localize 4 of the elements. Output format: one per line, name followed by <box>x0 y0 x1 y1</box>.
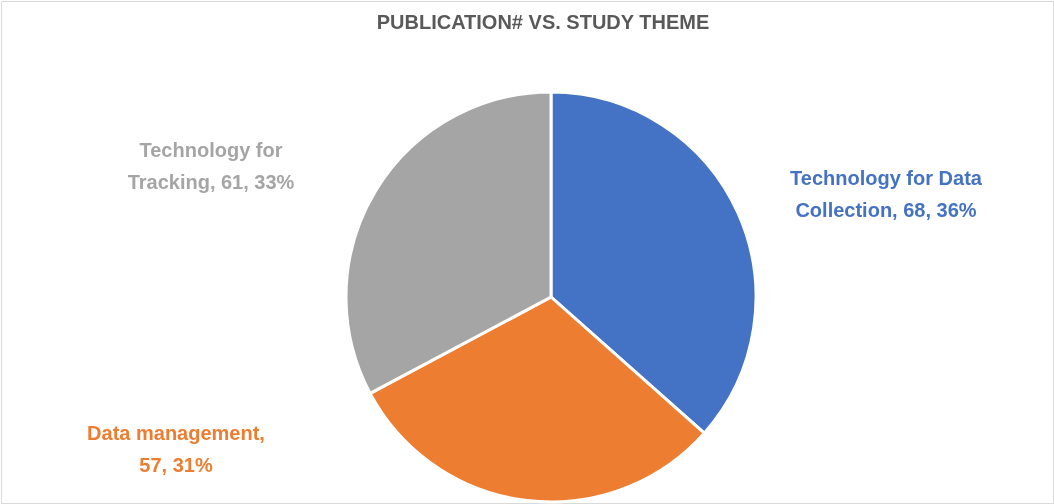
slice-label: Technology for Tracking, 61, 33% <box>127 139 295 193</box>
slice-label: Technology for Data Collection, 68, 36% <box>790 167 983 221</box>
slice-label: Data management, 57, 31% <box>87 422 265 476</box>
chart-title: PUBLICATION# VS. STUDY THEME <box>376 11 710 33</box>
